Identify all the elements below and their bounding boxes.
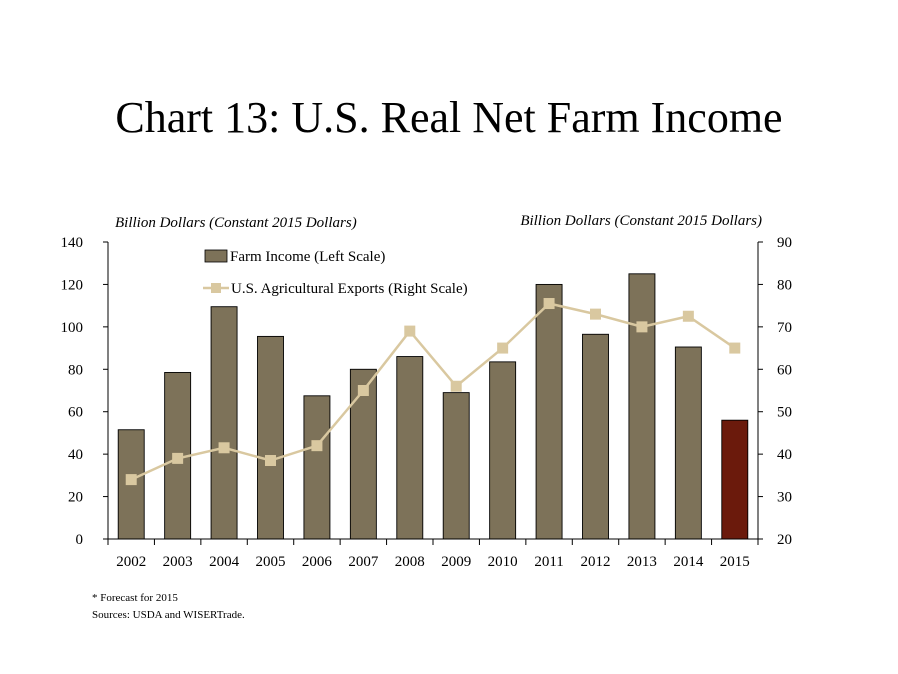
x-tick-label: 2010 — [488, 554, 518, 570]
right-tick-label: 40 — [777, 447, 792, 463]
x-tick-label: 2005 — [256, 554, 286, 570]
legend-bar-swatch — [204, 249, 228, 263]
right-tick-label: 30 — [777, 490, 792, 506]
bar-2011 — [535, 283, 563, 540]
bar-2009 — [442, 392, 470, 540]
bar-2012 — [582, 333, 609, 540]
footnote: * Forecast for 2015 — [92, 592, 178, 604]
right-tick-label: 70 — [777, 320, 792, 336]
bar-2006 — [303, 395, 331, 540]
left-tick-label: 60 — [68, 405, 83, 421]
bar-2014 — [674, 346, 702, 540]
x-tick-label: 2002 — [116, 554, 146, 570]
left-tick-label: 100 — [61, 320, 84, 336]
left-tick-label: 80 — [68, 362, 83, 378]
exports-point-2006 — [311, 440, 323, 452]
x-tick-label: 2012 — [581, 554, 611, 570]
bar-2013 — [628, 273, 656, 540]
x-tick-label: 2003 — [163, 554, 193, 570]
left-tick-label: 20 — [68, 490, 83, 506]
exports-point-2002 — [125, 474, 137, 486]
x-tick-label: 2007 — [348, 554, 379, 570]
exports-point-2004 — [218, 442, 230, 454]
page-title: Chart 13: U.S. Real Net Farm Income — [115, 93, 783, 142]
exports-line — [130, 302, 736, 481]
line-series — [125, 298, 741, 486]
bar-series — [117, 273, 749, 540]
x-tick-label: 2009 — [441, 554, 471, 570]
bar-2007 — [349, 368, 377, 540]
left-tick-label: 140 — [61, 235, 84, 251]
left-tick-label: 120 — [61, 277, 84, 293]
right-axis-title: Billion Dollars (Constant 2015 Dollars) — [520, 213, 762, 229]
legend-bar-label: Farm Income (Left Scale) — [230, 249, 385, 265]
bar-2005 — [257, 335, 284, 540]
legend-line-marker — [211, 283, 221, 293]
exports-point-2014 — [682, 310, 694, 322]
x-tick-label: 2008 — [395, 554, 425, 570]
exports-point-2013 — [636, 321, 648, 333]
x-tick-label: 2006 — [302, 554, 333, 570]
left-tick-label: 0 — [76, 532, 84, 548]
legend: Farm Income (Left Scale) U.S. Agricultur… — [203, 249, 468, 297]
right-tick-label: 60 — [777, 362, 792, 378]
exports-point-2012 — [590, 308, 601, 320]
exports-point-2011 — [543, 298, 555, 310]
bar-2008 — [396, 356, 424, 540]
exports-point-2010 — [497, 342, 509, 354]
ticks: 0 20 40 60 80 100 120 140 20 30 40 50 60 70 80 90 2002 20… — [61, 235, 793, 570]
bar-2015 — [721, 419, 749, 540]
x-tick-label: 2004 — [209, 554, 240, 570]
exports-point-2009 — [450, 380, 462, 392]
exports-point-2005 — [265, 455, 276, 467]
left-tick-label: 40 — [68, 447, 83, 463]
exports-point-2015 — [729, 342, 741, 354]
exports-point-2008 — [404, 325, 416, 337]
x-tick-label: 2013 — [627, 554, 657, 570]
bar-2010 — [489, 361, 517, 540]
x-tick-label: 2011 — [534, 554, 563, 570]
right-tick-label: 50 — [777, 405, 792, 421]
x-tick-label: 2014 — [673, 554, 704, 570]
sources-note: Sources: USDA and WISERTrade. — [92, 609, 245, 621]
right-tick-label: 20 — [777, 532, 792, 548]
bar-2004 — [210, 306, 238, 540]
right-tick-label: 80 — [777, 277, 792, 293]
exports-point-2007 — [357, 385, 369, 396]
left-axis-title: Billion Dollars (Constant 2015 Dollars) — [115, 215, 357, 231]
exports-point-2003 — [172, 452, 184, 464]
right-tick-label: 90 — [777, 235, 792, 251]
x-tick-label: 2015 — [720, 554, 750, 570]
legend-line-label: U.S. Agricultural Exports (Right Scale) — [231, 281, 468, 297]
